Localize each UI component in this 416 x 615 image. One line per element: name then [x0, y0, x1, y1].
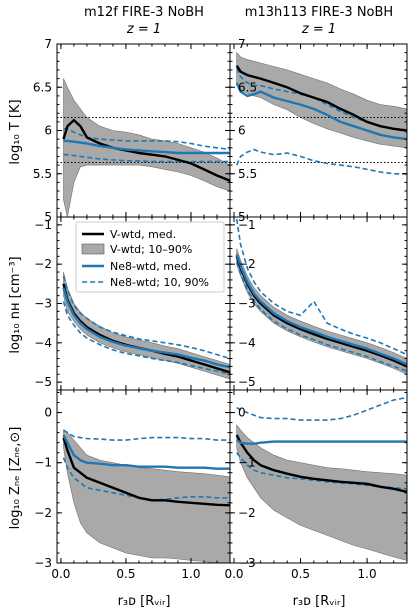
- ne8-median-line: [62, 434, 230, 470]
- column-title-left: m12f FIRE-3 NoBH: [84, 5, 204, 20]
- y-tick-label: 6.5: [33, 80, 52, 94]
- ne8-p90-line: [63, 128, 230, 151]
- panel-m12f-neon: 0 −1 −2 −30.0 0.5 1.0: [34, 389, 231, 581]
- ne8-median-line: [62, 287, 230, 369]
- plot-area: [235, 218, 407, 375]
- y-tick-label: 5: [44, 210, 52, 224]
- ylabel-neon-metallicity: log₁₀ Zₙₑ [Zₙₑ,⊙]: [8, 427, 23, 530]
- xlabel-left: r₃ᴅ [Rᵥᵢᵣ]: [118, 594, 171, 609]
- y-tick-label: 6: [238, 124, 246, 138]
- panel-m12f-density: −1 −2 −3 −4 −5: [34, 216, 231, 391]
- panel-m12f-temperature: 5 5.5 6 6.5 7: [33, 37, 231, 224]
- y-tick-label: −5: [34, 375, 52, 389]
- x-tick-label: 0.5: [116, 567, 135, 581]
- y-tick-label: 6.5: [238, 80, 257, 94]
- ylabel-temperature: log₁₀ T [K]: [8, 99, 23, 164]
- y-tick-label: −1: [34, 456, 52, 470]
- y-tick-label: 0: [238, 406, 246, 420]
- panel-m13h113-neon: 0−1−2−30.00.51.0: [224, 389, 408, 581]
- vwtd-percentile-band: [63, 78, 230, 217]
- plot-area: [62, 429, 230, 563]
- x-tick-label: 1.0: [181, 567, 200, 581]
- legend-box: [75, 221, 225, 293]
- ne8-median-line: [236, 439, 407, 445]
- y-tick-label: −2: [238, 257, 256, 271]
- y-tick-label: −4: [238, 336, 256, 350]
- y-tick-label: −3: [34, 556, 52, 570]
- y-tick-label: −4: [34, 336, 52, 350]
- legend-label-ne8-percentiles: Ne8-wtd; 10, 90%: [110, 276, 209, 289]
- panels: 55.566.5755.566.57−1−2−3−4−5−1−2−3−4−50−…: [33, 37, 408, 581]
- column-redshift-left: z = 1: [126, 22, 161, 37]
- y-tick-label: −1: [238, 456, 256, 470]
- legend-label-ne8-median: Ne8-wtd, med.: [110, 260, 191, 273]
- ne8-p10-line: [62, 457, 230, 502]
- y-tick-label: −5: [238, 375, 256, 389]
- ylabel-density: log₁₀ nʜ [cm⁻³]: [8, 256, 23, 353]
- x-tick-label: 0.0: [224, 567, 243, 581]
- y-tick-label: 5.5: [238, 167, 257, 181]
- plot-area: [230, 51, 407, 175]
- xlabel-right: r₃ᴅ [Rᵥᵢᵣ]: [293, 594, 346, 609]
- y-tick-label: 7: [44, 37, 52, 51]
- x-tick-label: 0.5: [291, 567, 310, 581]
- vwtd-percentile-band: [63, 271, 230, 380]
- plot-area: [62, 271, 230, 380]
- legend: V-wtd, med. V-wtd; 10–90% Ne8-wtd, med. …: [75, 221, 225, 293]
- y-tick-label: −1: [238, 218, 256, 232]
- y-tick-label: −3: [34, 297, 52, 311]
- x-tick-label: 1.0: [358, 567, 377, 581]
- panel-m13h113-temperature: 55.566.57: [229, 37, 408, 224]
- x-tick-label: 0.0: [51, 567, 70, 581]
- vwtd-median-line: [235, 64, 407, 132]
- vwtd-median-line: [62, 437, 230, 507]
- ne8-median-line: [235, 254, 407, 366]
- y-tick-label: −1: [34, 218, 52, 232]
- y-tick-label: 5.5: [33, 167, 52, 181]
- ne8-median-line: [63, 139, 230, 155]
- column-redshift-right: z = 1: [301, 22, 336, 37]
- y-tick-label: −2: [34, 257, 52, 271]
- plot-area: [57, 78, 230, 217]
- y-tick-label: −2: [34, 506, 52, 520]
- ne8-median-line: [235, 82, 407, 141]
- ne8-p90-line: [63, 429, 230, 441]
- vwtd-percentile-band: [63, 429, 230, 563]
- panel-m13h113-density: −1 −2 −3 −4 −5: [229, 216, 408, 391]
- y-tick-label: −3: [238, 297, 256, 311]
- panel-frame: [229, 389, 408, 564]
- legend-label-vwtd-band: V-wtd; 10–90%: [110, 243, 192, 256]
- ne8-p10-line: [235, 148, 407, 175]
- plot-area: [235, 396, 407, 561]
- ne8-p90-line: [235, 218, 407, 356]
- vwtd-percentile-band: [236, 248, 407, 375]
- y-tick-label: 7: [238, 37, 246, 51]
- ne8-p10-line: [235, 261, 407, 372]
- legend-label-vwtd-median: V-wtd, med.: [110, 228, 176, 241]
- vwtd-percentile-band: [236, 424, 407, 561]
- y-tick-label: 0: [44, 406, 52, 420]
- vwtd-median-line: [62, 118, 230, 182]
- legend-swatch-vwtd-band: [81, 243, 105, 255]
- y-tick-label: −2: [238, 506, 256, 520]
- ne8-p90-line: [236, 396, 407, 421]
- y-tick-label: 6: [44, 124, 52, 138]
- ne8-p90-line: [62, 275, 230, 360]
- column-title-right: m13h113 FIRE-3 NoBH: [245, 5, 393, 20]
- vwtd-median-line: [235, 434, 407, 493]
